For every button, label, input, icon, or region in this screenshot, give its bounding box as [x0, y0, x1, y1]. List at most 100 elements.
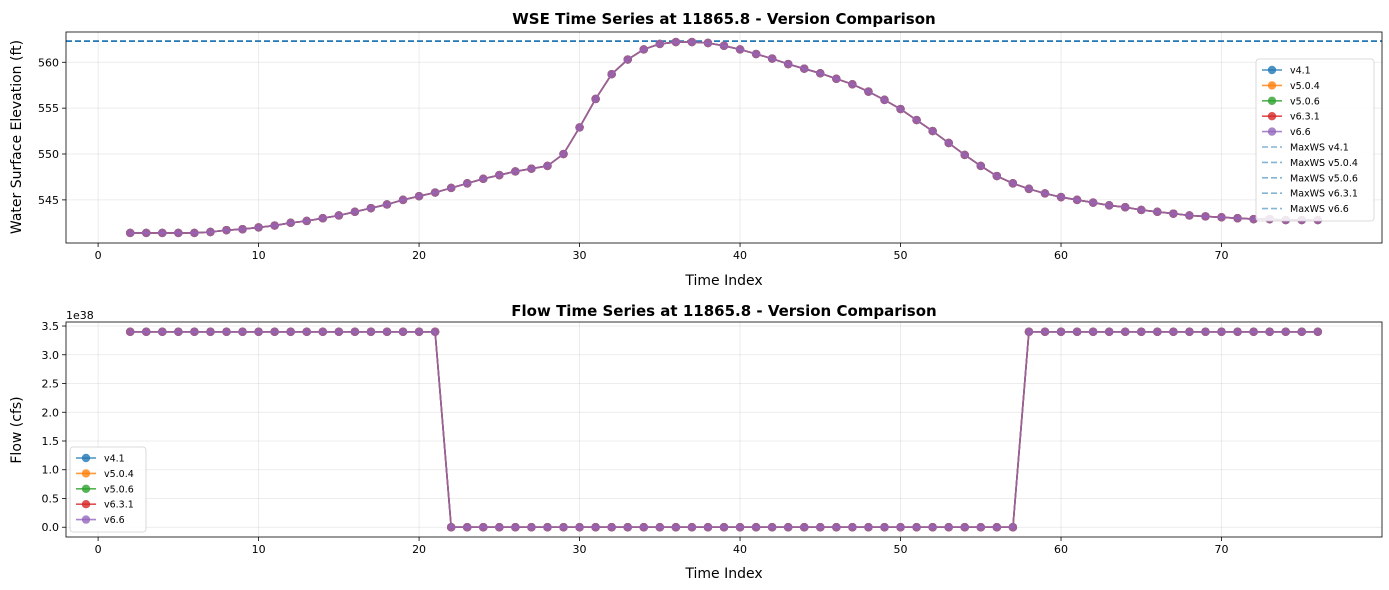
flow-data-point — [446, 523, 456, 532]
flow-data-point — [767, 523, 777, 532]
wse-data-point — [767, 54, 777, 63]
flow-data-point — [703, 523, 713, 532]
wse-legend-item: v4.1 — [1262, 66, 1311, 77]
wse-data-point — [446, 183, 456, 193]
wse-legend-label: MaxWS v4.1 — [1290, 143, 1349, 154]
wse-y-tick-label: 560 — [38, 56, 59, 69]
flow-data-point — [800, 523, 809, 532]
wse-data-point — [254, 223, 263, 232]
wse-data-point — [1153, 207, 1162, 217]
wse-data-point — [928, 126, 937, 136]
flow-data-point — [1137, 327, 1146, 336]
wse-series — [125, 37, 1323, 238]
wse-data-point — [334, 211, 344, 220]
flow-data-point — [960, 523, 969, 532]
flow-data-point — [142, 327, 151, 336]
wse-data-point — [832, 74, 841, 83]
flow-data-point — [671, 523, 681, 532]
flow-data-point — [222, 327, 231, 336]
flow-data-point — [1121, 327, 1130, 336]
wse-data-point — [880, 95, 889, 105]
wse-data-point — [1104, 201, 1114, 210]
flow-y-tick-label: 0.5 — [42, 492, 60, 505]
flow-legend-marker — [81, 469, 91, 478]
wse-data-point — [1121, 203, 1130, 212]
flow-series — [125, 327, 1323, 532]
wse-data-point — [735, 45, 745, 54]
flow-x-axis-label: Time Index — [684, 566, 762, 582]
flow-data-point — [495, 523, 504, 532]
wse-legend-marker — [1267, 96, 1277, 106]
flow-data-point — [430, 327, 440, 336]
flow-legend: v4.1 v5.0.4 v5.0.6 v6.3.1 v6.6 — [69, 446, 147, 533]
flow-data-point — [1265, 327, 1274, 336]
flow-data-point — [302, 327, 311, 336]
wse-data-point — [703, 38, 713, 48]
wse-legend-marker — [1267, 127, 1277, 136]
flow-data-point — [1313, 327, 1323, 336]
wse-data-point — [1217, 213, 1226, 222]
flow-y-tick-label: 1.5 — [42, 435, 60, 448]
flow-data-point — [1249, 327, 1258, 336]
wse-data-point — [190, 228, 199, 238]
wse-legend-marker — [1267, 65, 1277, 75]
wse-x-tick-label: 70 — [1215, 249, 1229, 262]
flow-data-point — [848, 523, 857, 532]
wse-chart: 0 10 20 30 40 50 60 70 545 550 555 560 WSE Time Se… — [9, 10, 1383, 289]
wse-data-point — [222, 225, 231, 235]
wse-legend-label: v6.3.1 — [1290, 112, 1320, 123]
wse-data-point — [960, 150, 969, 160]
flow-x-tick-label: 70 — [1215, 543, 1229, 556]
wse-data-point — [238, 225, 247, 234]
wse-data-point — [623, 55, 632, 64]
wse-data-point — [687, 37, 697, 47]
flow-data-point — [1008, 523, 1018, 532]
wse-legend-item: v5.0.6 — [1262, 96, 1320, 107]
flow-data-point — [463, 523, 472, 532]
wse-data-point — [655, 39, 665, 49]
flow-data-point — [896, 523, 905, 532]
flow-data-point — [559, 523, 568, 532]
wse-legend-item: v6.6 — [1262, 127, 1311, 138]
flow-x-tick-label: 0 — [95, 543, 102, 556]
wse-legend-item: MaxWS v5.0.4 — [1262, 158, 1358, 169]
flow-legend-item: v5.0.4 — [76, 469, 134, 480]
flow-data-point — [286, 327, 295, 336]
wse-data-point — [671, 37, 681, 47]
wse-x-tick-label: 60 — [1054, 249, 1068, 262]
flow-data-point — [575, 523, 584, 532]
flow-data-point — [511, 523, 520, 532]
wse-data-point — [639, 45, 648, 54]
wse-plot-area — [66, 32, 1382, 243]
flow-data-point — [1153, 327, 1162, 336]
flow-legend-box — [69, 446, 147, 533]
flow-x-ticks: 0 10 20 30 40 50 60 70 — [95, 537, 1229, 556]
flow-x-tick-label: 30 — [573, 543, 587, 556]
flow-data-point — [398, 327, 408, 336]
wse-series-v6.6 — [125, 37, 1323, 238]
flow-legend-label: v5.0.6 — [104, 484, 134, 495]
wse-legend-label: MaxWS v5.0.4 — [1290, 158, 1358, 169]
wse-plot-frame — [65, 31, 1383, 244]
flow-legend-label: v6.3.1 — [104, 500, 134, 511]
flow-data-point — [1088, 327, 1098, 336]
wse-data-point — [607, 70, 616, 79]
wse-data-point — [350, 207, 360, 217]
flow-data-point — [832, 523, 841, 532]
wse-data-point — [1088, 198, 1098, 207]
flow-data-point — [944, 523, 953, 532]
flow-plot-area — [66, 322, 1382, 537]
wse-legend-item: v6.3.1 — [1262, 112, 1320, 123]
wse-legend-label: MaxWS v5.0.6 — [1290, 173, 1358, 184]
flow-data-point — [270, 327, 279, 336]
wse-data-point — [800, 64, 809, 73]
wse-data-point — [1185, 211, 1194, 220]
wse-data-point — [1169, 209, 1178, 218]
flow-chart-title: Flow Time Series at 11865.8 - Version Co… — [511, 302, 936, 320]
wse-data-point — [719, 41, 729, 50]
wse-data-point — [848, 80, 857, 89]
wse-data-point — [864, 87, 873, 96]
flow-grid — [66, 322, 1382, 537]
wse-data-point — [591, 94, 600, 104]
